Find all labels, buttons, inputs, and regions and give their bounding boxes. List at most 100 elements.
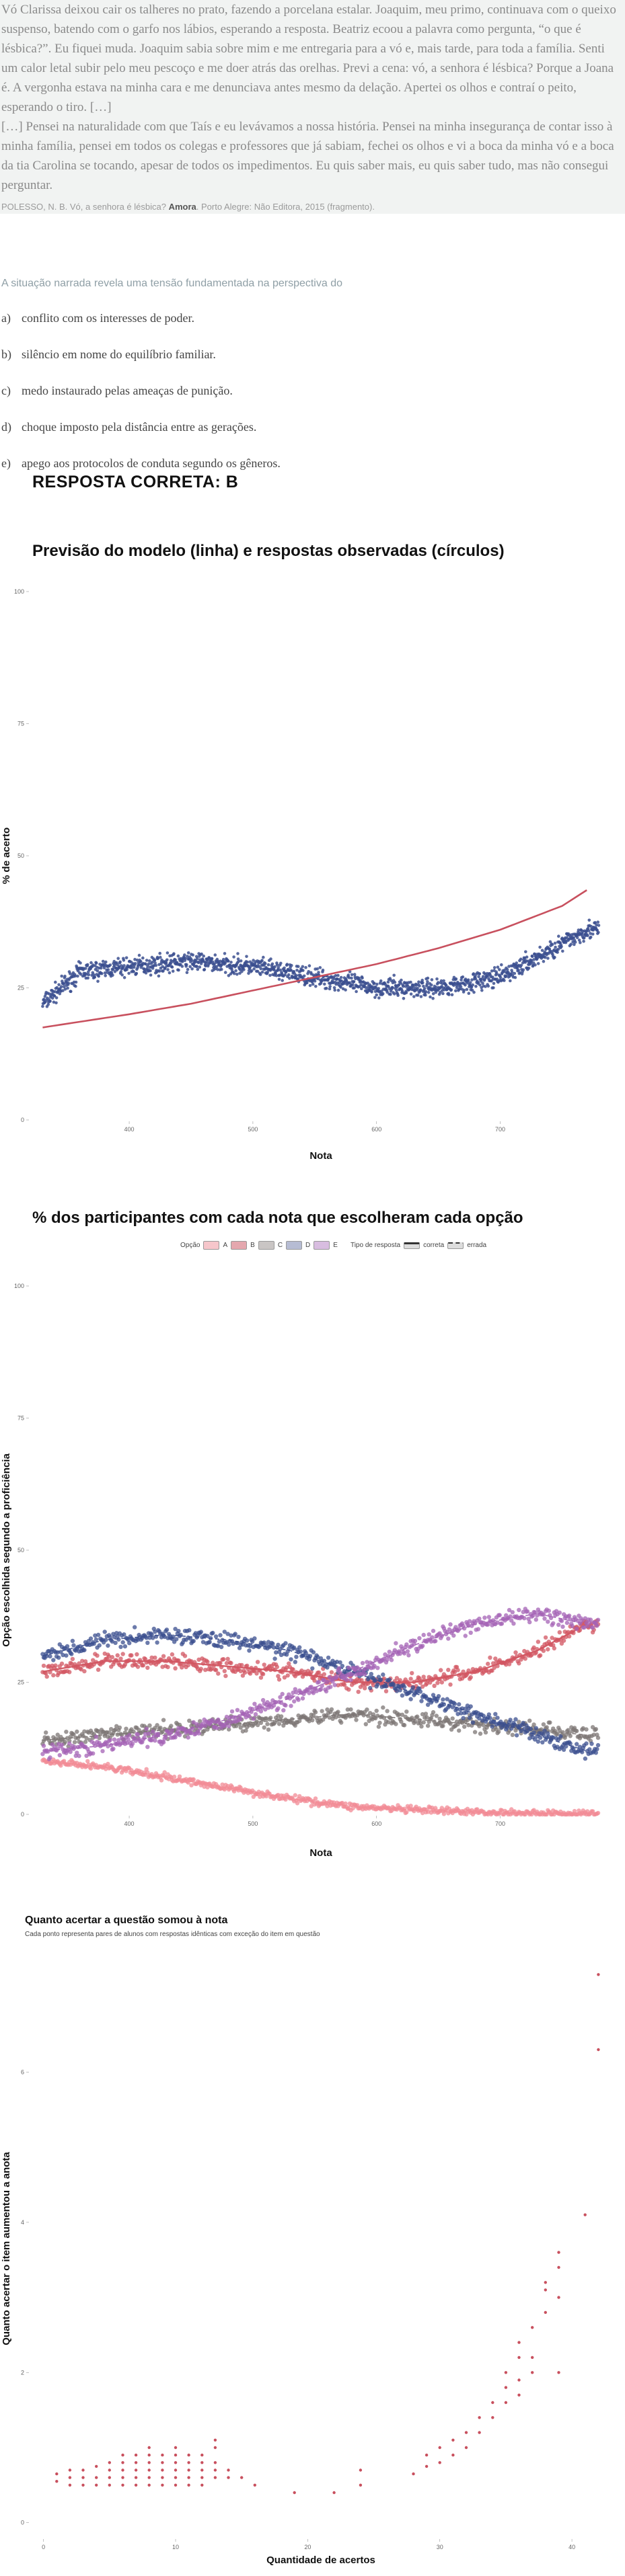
pair-point bbox=[200, 2461, 204, 2464]
option-b-point bbox=[439, 1680, 444, 1685]
observed-point bbox=[447, 993, 451, 996]
option-d-point bbox=[445, 1697, 449, 1701]
legend-key-c bbox=[258, 1241, 274, 1250]
option-e-point bbox=[568, 1617, 573, 1622]
observed-point bbox=[464, 983, 467, 987]
observed-point bbox=[63, 985, 66, 989]
legend-key-a bbox=[203, 1241, 220, 1250]
option-e-point bbox=[389, 1658, 394, 1662]
observed-point bbox=[527, 967, 531, 970]
observed-point bbox=[69, 990, 73, 994]
option-d-point bbox=[470, 1720, 476, 1725]
x-tick-label: 600 bbox=[371, 1820, 381, 1827]
option-c-point bbox=[293, 1723, 297, 1728]
option-d-point bbox=[467, 1716, 472, 1720]
option-e-point bbox=[575, 1626, 579, 1632]
option-c-point bbox=[365, 1707, 369, 1712]
option-c-point bbox=[396, 1712, 402, 1717]
option-d-point bbox=[316, 1654, 320, 1660]
option-d-point bbox=[334, 1659, 340, 1664]
x-tick-label: 30 bbox=[437, 2544, 443, 2550]
observed-point bbox=[287, 973, 291, 977]
option-e-point bbox=[252, 1701, 257, 1706]
observed-point bbox=[97, 974, 100, 978]
observed-point bbox=[159, 955, 162, 959]
option-e-point bbox=[517, 1607, 521, 1613]
option-b-point bbox=[82, 1668, 87, 1674]
option-text: conflito com os interesses de poder. bbox=[22, 311, 194, 325]
pair-point bbox=[174, 2461, 178, 2464]
observed-point bbox=[393, 981, 397, 984]
option-d-point bbox=[400, 1693, 405, 1698]
observed-point bbox=[230, 968, 233, 971]
observed-point bbox=[419, 988, 422, 992]
observed-point bbox=[304, 966, 307, 969]
option-d: d) choque imposto pela distância entre as… bbox=[1, 420, 281, 456]
option-d-point bbox=[120, 1640, 125, 1645]
observed-point bbox=[67, 981, 71, 985]
option-e-point bbox=[463, 1634, 468, 1638]
observed-point bbox=[426, 976, 430, 980]
option-d-point bbox=[512, 1722, 517, 1727]
option-b-point bbox=[223, 1673, 228, 1679]
observed-point bbox=[258, 973, 262, 976]
observed-point bbox=[467, 992, 471, 995]
option-e-point bbox=[40, 1752, 45, 1757]
observed-point bbox=[435, 977, 439, 981]
observed-point bbox=[507, 965, 511, 968]
option-d-point bbox=[522, 1726, 527, 1732]
option-e-point bbox=[170, 1728, 175, 1733]
option-b-point bbox=[224, 1660, 229, 1666]
observed-point bbox=[459, 978, 463, 982]
option-e-point bbox=[486, 1615, 491, 1619]
option-e-point bbox=[146, 1731, 151, 1736]
observed-point bbox=[548, 947, 552, 951]
observed-point bbox=[525, 955, 529, 959]
option-d-point bbox=[521, 1720, 525, 1726]
observed-point bbox=[375, 982, 379, 986]
option-b-point bbox=[488, 1655, 492, 1660]
observed-point bbox=[596, 920, 600, 924]
observed-point bbox=[481, 981, 484, 985]
option-d-point bbox=[587, 1747, 592, 1752]
observed-point bbox=[431, 992, 435, 996]
pair-point bbox=[491, 2416, 494, 2419]
option-a-point bbox=[351, 1806, 355, 1811]
option-b-point bbox=[170, 1652, 175, 1657]
observed-point bbox=[513, 971, 517, 975]
observed-point bbox=[478, 972, 482, 975]
observed-point bbox=[560, 944, 563, 949]
option-d-point bbox=[546, 1731, 550, 1736]
option-d-point bbox=[270, 1642, 275, 1646]
observed-point bbox=[503, 968, 507, 972]
observed-point bbox=[132, 970, 135, 973]
pair-point bbox=[531, 2326, 534, 2329]
observed-point bbox=[203, 968, 207, 971]
pair-point bbox=[557, 2265, 560, 2269]
observed-point bbox=[587, 929, 591, 932]
option-d-point bbox=[272, 1656, 277, 1661]
option-e-point bbox=[564, 1620, 570, 1625]
observed-point bbox=[169, 962, 172, 965]
pair-point bbox=[134, 2483, 138, 2487]
option-e-point bbox=[365, 1660, 369, 1664]
option-c-point bbox=[510, 1732, 515, 1737]
observed-point bbox=[557, 934, 560, 938]
option-b-point bbox=[67, 1670, 72, 1675]
observed-point bbox=[396, 994, 400, 997]
pair-point bbox=[504, 2371, 508, 2374]
option-d-point bbox=[294, 1654, 299, 1659]
option-d-point bbox=[218, 1633, 223, 1638]
option-b-point bbox=[309, 1670, 314, 1675]
option-e-point bbox=[151, 1729, 155, 1734]
observed-point bbox=[439, 991, 442, 994]
option-e-point bbox=[467, 1619, 472, 1623]
option-b-point bbox=[173, 1666, 178, 1671]
observed-point bbox=[185, 971, 189, 974]
observed-point bbox=[220, 967, 223, 971]
observed-point bbox=[441, 992, 445, 996]
observed-point bbox=[99, 966, 103, 970]
option-a-point bbox=[293, 1793, 297, 1798]
observed-point bbox=[417, 980, 420, 983]
observed-point bbox=[79, 961, 82, 965]
